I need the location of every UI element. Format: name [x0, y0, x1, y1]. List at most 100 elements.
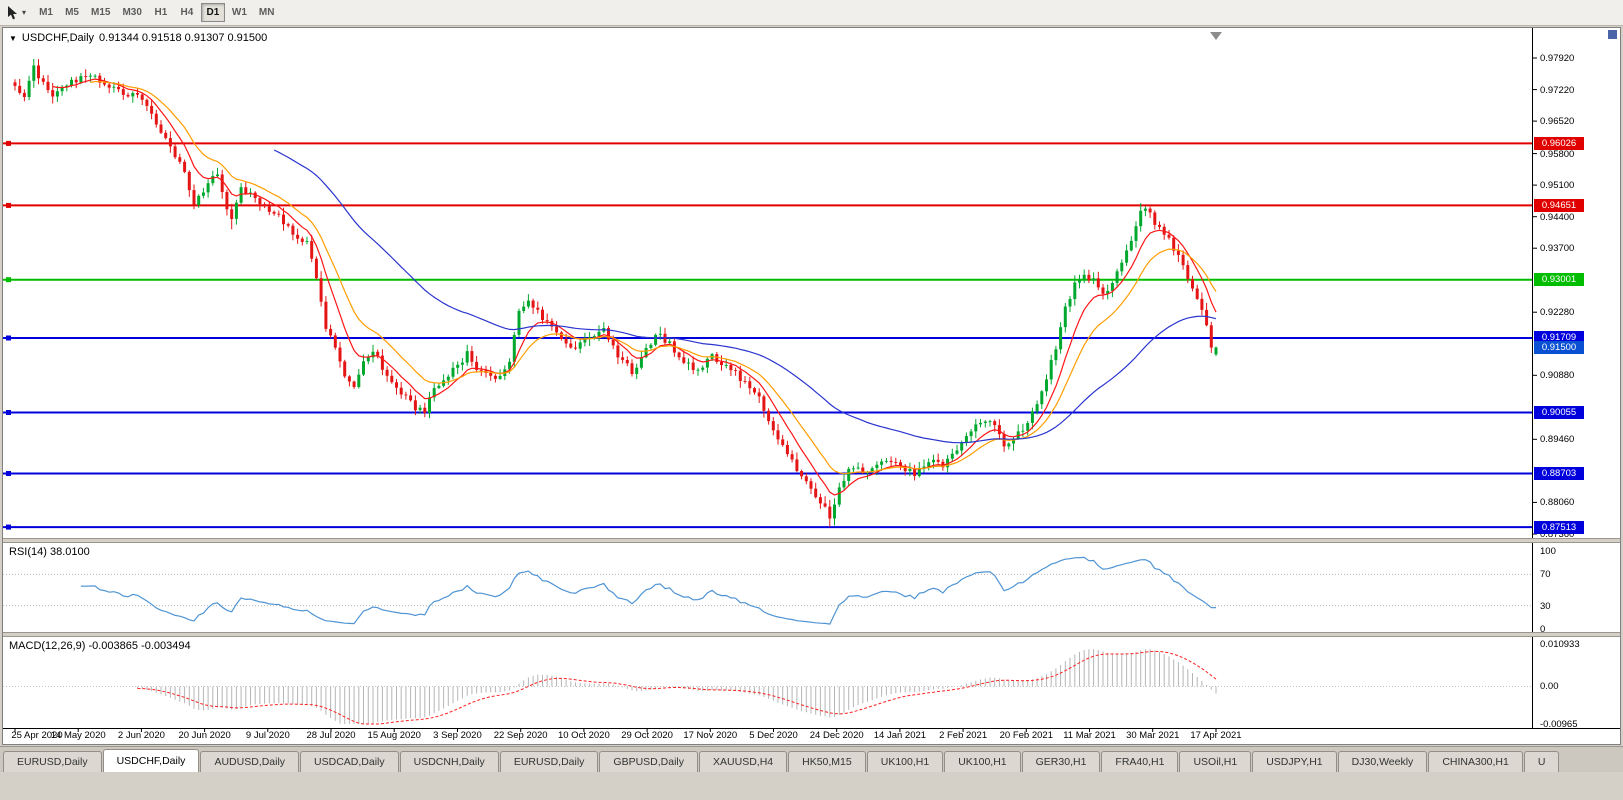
rsi-axis-tick: 0: [1540, 624, 1546, 635]
level-price-tag[interactable]: 0.93001: [1534, 273, 1584, 287]
date-axis-label: 3 Sep 2020: [433, 730, 482, 741]
chart-tab-10[interactable]: UK100,H1: [944, 751, 1021, 772]
chart-tab-11[interactable]: GER30,H1: [1021, 751, 1101, 772]
panel-separator-macd[interactable]: [3, 632, 1620, 637]
timeframe-button-M1[interactable]: M1: [39, 7, 53, 18]
hline-handle[interactable]: [6, 524, 11, 530]
chart-tab-8[interactable]: HK50,M15: [788, 751, 866, 772]
timeframe-button-MN[interactable]: MN: [258, 7, 275, 18]
hline-handle[interactable]: [6, 202, 11, 208]
timeframe-button-H1[interactable]: H1: [154, 7, 168, 18]
date-axis-label: 5 Dec 2020: [749, 730, 798, 741]
timeframe-button-group: M1 M5 M15 M30 H1 H4 D1 W1 MN: [34, 3, 279, 22]
date-axis-label: 30 Mar 2021: [1126, 730, 1180, 741]
ma-fast-line: [52, 78, 1217, 496]
timeframe-button-D1[interactable]: D1: [200, 3, 225, 22]
chart-tab-16[interactable]: CHINA300,H1: [1428, 751, 1523, 772]
hline-handle[interactable]: [6, 471, 11, 476]
macd-histogram: [137, 649, 1217, 724]
candle-bodies: [13, 65, 1218, 519]
level-price-tag[interactable]: 0.90055: [1534, 406, 1584, 420]
date-axis-label: 14 Jan 2021: [873, 730, 927, 741]
timeframe-button-M5[interactable]: M5: [65, 7, 79, 18]
date-axis-label: 2 Jun 2020: [117, 730, 165, 741]
level-price-tag[interactable]: 0.94651: [1534, 198, 1584, 212]
level-price-tag[interactable]: 0.87513: [1534, 520, 1584, 534]
date-axis-label: 25 Apr 2020: [11, 730, 63, 741]
chart-tab-0[interactable]: EURUSD,Daily: [3, 751, 102, 772]
cursor-tool-icon[interactable]: [5, 5, 21, 21]
date-axis-label: 29 Oct 2020: [621, 730, 673, 741]
chart-tab-17[interactable]: U: [1523, 751, 1560, 772]
level-price-tag[interactable]: 0.88703: [1534, 466, 1584, 480]
indicator-guides: [3, 573, 1532, 687]
timeframe-button-M30[interactable]: M30: [122, 7, 142, 18]
hline-handle[interactable]: [6, 140, 11, 146]
hline-handle[interactable]: [6, 277, 11, 283]
price-axis-tick: 0.97920: [1540, 53, 1575, 64]
date-axis-label: 15 Aug 2020: [367, 730, 421, 741]
chart-shift-marker[interactable]: [1210, 32, 1222, 40]
rsi-axis-tick: 30: [1540, 600, 1551, 612]
chart-tab-3[interactable]: USDCAD,Daily: [300, 751, 399, 772]
chart-tab-7[interactable]: XAUUSD,H4: [699, 751, 788, 772]
chart-tabbar: EURUSD,Daily USDCHF,Daily AUDUSD,Daily USDC…: [0, 746, 1623, 772]
candle-wicks: [14, 58, 1217, 527]
date-axis-label: 24 Dec 2020: [809, 730, 864, 741]
chart-tab-4[interactable]: USDCNH,Daily: [399, 751, 499, 772]
chart-title: ▼ USDCHF,Daily 0.91344 0.91518 0.91307 0…: [9, 32, 267, 44]
chart-window: ▼ USDCHF,Daily 0.91344 0.91518 0.91307 0…: [2, 27, 1621, 745]
rsi-line: [80, 556, 1217, 625]
current-price-tag: 0.91500: [1534, 340, 1584, 354]
hline-handle[interactable]: [6, 410, 11, 415]
chart-tab-12[interactable]: FRA40,H1: [1101, 751, 1179, 772]
price-axis-tick: 0.90880: [1540, 370, 1575, 382]
date-axis-label: 20 Jun 2020: [178, 730, 231, 741]
price-axis-tick: 0.94400: [1540, 211, 1575, 223]
chart-tab-9[interactable]: UK100,H1: [866, 751, 944, 772]
date-axis-label: 11 Mar 2021: [1063, 730, 1116, 741]
date-axis-label: 10 Oct 2020: [557, 730, 610, 741]
toolbar-dropdown-caret-icon[interactable]: ▾: [22, 8, 27, 17]
timeframe-button-W1[interactable]: W1: [231, 7, 247, 18]
macd-axis-tick: -0.00965: [1540, 719, 1578, 730]
price-axis-tick: 0.96520: [1540, 116, 1575, 128]
ma-slow-line: [273, 149, 1217, 444]
price-axis-tick: 0.93700: [1540, 243, 1575, 255]
macd-indicator-label: MACD(12,26,9) -0.003865 -0.003494: [9, 640, 191, 652]
price-axis-tick: 0.88060: [1540, 497, 1575, 509]
chart-tab-1[interactable]: USDCHF,Daily: [102, 749, 200, 772]
timeframe-button-H4[interactable]: H4: [180, 7, 194, 18]
price-axis-tick: 0.95100: [1540, 180, 1575, 192]
scroll-position-marker[interactable]: [1608, 30, 1617, 39]
timeframe-toolbar: ▾ M1 M5 M15 M30 H1 H4 D1 W1 MN: [0, 0, 1623, 26]
chart-tab-15[interactable]: DJ30,Weekly: [1337, 751, 1428, 772]
chart-tab-2[interactable]: AUDUSD,Daily: [200, 751, 300, 772]
chart-tab-5[interactable]: EURUSD,Daily: [499, 751, 599, 772]
date-axis-label: 20 Feb 2021: [999, 730, 1053, 741]
date-axis-label: 2 Feb 2021: [939, 730, 988, 741]
price-axis-tick: 0.97220: [1540, 84, 1575, 96]
rsi-axis-tick: 70: [1540, 569, 1551, 581]
hline-handle[interactable]: [6, 335, 11, 341]
date-axis-label: 9 Jul 2020: [245, 730, 290, 741]
date-axis-label: 17 Nov 2020: [683, 730, 738, 741]
macd-signal-line: [137, 650, 1217, 725]
date-axis-label: 28 Jul 2020: [306, 730, 356, 741]
macd-axis-tick: 0.010933: [1540, 639, 1580, 650]
level-price-tag[interactable]: 0.96026: [1534, 136, 1584, 150]
date-axis-label: 17 Apr 2021: [1190, 730, 1242, 741]
ohlc-readout: 0.91344 0.91518 0.91307 0.91500: [99, 32, 268, 44]
chart-tab-6[interactable]: GBPUSD,Daily: [599, 751, 699, 772]
collapse-triangle-icon[interactable]: ▼: [9, 33, 17, 43]
panel-separator-rsi[interactable]: [3, 538, 1620, 543]
price-axis-tick: 0.89460: [1540, 434, 1575, 446]
timeframe-button-M15[interactable]: M15: [91, 7, 111, 18]
chart-tab-14[interactable]: USDJPY,H1: [1252, 751, 1337, 772]
moving-averages: [52, 78, 1217, 496]
chart-frame: [3, 28, 1620, 732]
chart-tab-13[interactable]: USOil,H1: [1179, 751, 1252, 772]
chart-symbol-label: USDCHF,Daily: [21, 32, 95, 44]
price-axis-tick: 0.87360: [1540, 529, 1575, 540]
price-chart-canvas[interactable]: [3, 28, 1620, 744]
